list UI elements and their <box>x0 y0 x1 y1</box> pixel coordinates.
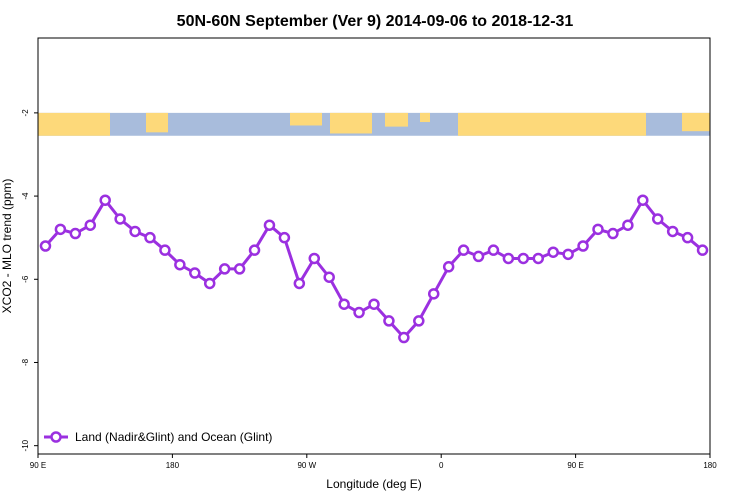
legend-marker-sample <box>50 431 62 443</box>
data-point <box>368 298 380 310</box>
x-tick-label: 90 E <box>30 461 46 470</box>
data-point <box>323 271 335 283</box>
x-tick-label: 90 E <box>567 461 583 470</box>
y-axis: -2 -4 -6 -8 -10 <box>21 109 38 451</box>
y-tick-label: -10 <box>21 439 30 451</box>
data-point <box>248 244 261 256</box>
legend: Land (Nadir&Glint) and Ocean (Glint) <box>44 430 272 444</box>
data-point <box>353 306 365 319</box>
y-tick-label: -8 <box>21 358 30 366</box>
data-point <box>547 246 559 258</box>
data-point <box>487 244 500 256</box>
series-layer <box>39 194 709 344</box>
data-point <box>398 331 410 344</box>
map-land <box>330 112 372 134</box>
x-tick-label: 180 <box>166 461 180 470</box>
data-point <box>651 213 664 225</box>
data-point <box>532 252 545 265</box>
data-point <box>637 194 649 206</box>
data-point <box>427 288 440 300</box>
x-tick-label: 90 W <box>297 461 316 470</box>
data-point <box>39 240 52 252</box>
data-point <box>293 277 306 290</box>
legend-label: Land (Nadir&Glint) and Ocean (Glint) <box>75 430 272 444</box>
data-point <box>54 223 67 236</box>
data-point <box>413 315 425 327</box>
data-point <box>278 231 291 244</box>
data-point <box>562 248 574 261</box>
data-point <box>696 244 709 256</box>
data-point <box>203 277 216 290</box>
data-point <box>457 244 470 256</box>
data-point <box>308 252 321 265</box>
data-point <box>502 252 515 265</box>
data-point <box>517 252 530 265</box>
map-land <box>290 112 322 126</box>
data-point <box>442 261 455 273</box>
data-point <box>99 194 111 206</box>
chart-title: 50N-60N September (Ver 9) 2014-09-06 to … <box>177 13 574 30</box>
data-point <box>263 219 276 231</box>
map-land <box>385 112 408 127</box>
x-axis: 90 E 180 90 W 0 90 E 180 <box>30 454 717 470</box>
data-point <box>681 231 694 244</box>
data-point <box>383 315 395 327</box>
data-point <box>338 298 350 310</box>
data-point <box>159 244 171 256</box>
series-line <box>44 198 704 339</box>
data-point <box>129 225 141 238</box>
data-point <box>114 213 126 225</box>
y-tick-label: -2 <box>21 109 30 117</box>
data-point <box>607 227 619 240</box>
data-point <box>622 219 634 231</box>
data-point <box>233 263 246 275</box>
data-point <box>84 219 97 231</box>
data-point <box>69 227 82 240</box>
data-point <box>472 250 485 263</box>
map-land <box>458 112 646 136</box>
x-tick-label: 0 <box>439 461 444 470</box>
x-tick-label: 180 <box>703 461 717 470</box>
map-land <box>38 112 110 136</box>
data-point <box>189 267 201 279</box>
map-land <box>420 112 430 123</box>
data-point <box>577 240 589 252</box>
map-land <box>146 112 168 133</box>
data-point <box>144 231 156 244</box>
y-tick-label: -6 <box>21 275 30 283</box>
data-point <box>174 258 186 271</box>
plot-frame <box>37 37 711 455</box>
map-land <box>682 112 710 132</box>
y-axis-label: XCO2 - MLO trend (ppm) <box>0 179 14 314</box>
y-tick-label: -4 <box>21 192 30 200</box>
data-point <box>218 263 231 275</box>
data-point <box>592 223 604 236</box>
world-map-strip <box>38 112 710 136</box>
x-axis-label: Longitude (deg E) <box>326 477 421 491</box>
data-point <box>666 225 679 238</box>
